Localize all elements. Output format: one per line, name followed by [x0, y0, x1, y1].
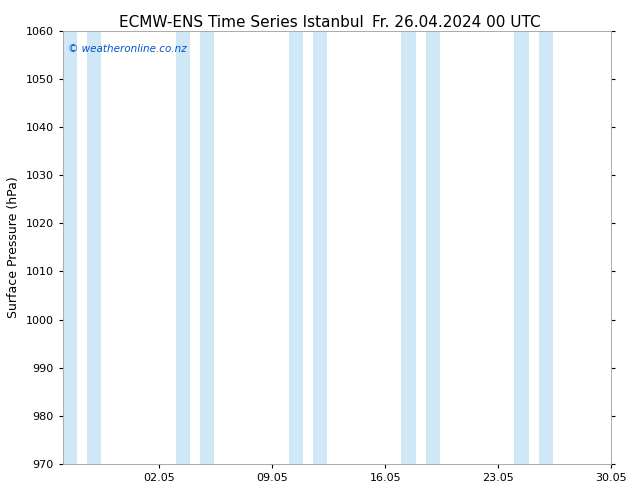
Bar: [401, 30, 416, 464]
Bar: [425, 30, 440, 464]
Bar: [87, 30, 101, 464]
Bar: [200, 30, 214, 464]
Y-axis label: Surface Pressure (hPa): Surface Pressure (hPa): [7, 176, 20, 318]
Text: Fr. 26.04.2024 00 UTC: Fr. 26.04.2024 00 UTC: [372, 15, 541, 30]
Bar: [514, 30, 529, 464]
Text: ECMW-ENS Time Series Istanbul: ECMW-ENS Time Series Istanbul: [119, 15, 363, 30]
Bar: [288, 30, 303, 464]
Bar: [63, 30, 77, 464]
Bar: [539, 30, 553, 464]
Bar: [313, 30, 327, 464]
Bar: [176, 30, 190, 464]
Text: © weatheronline.co.nz: © weatheronline.co.nz: [68, 44, 187, 53]
